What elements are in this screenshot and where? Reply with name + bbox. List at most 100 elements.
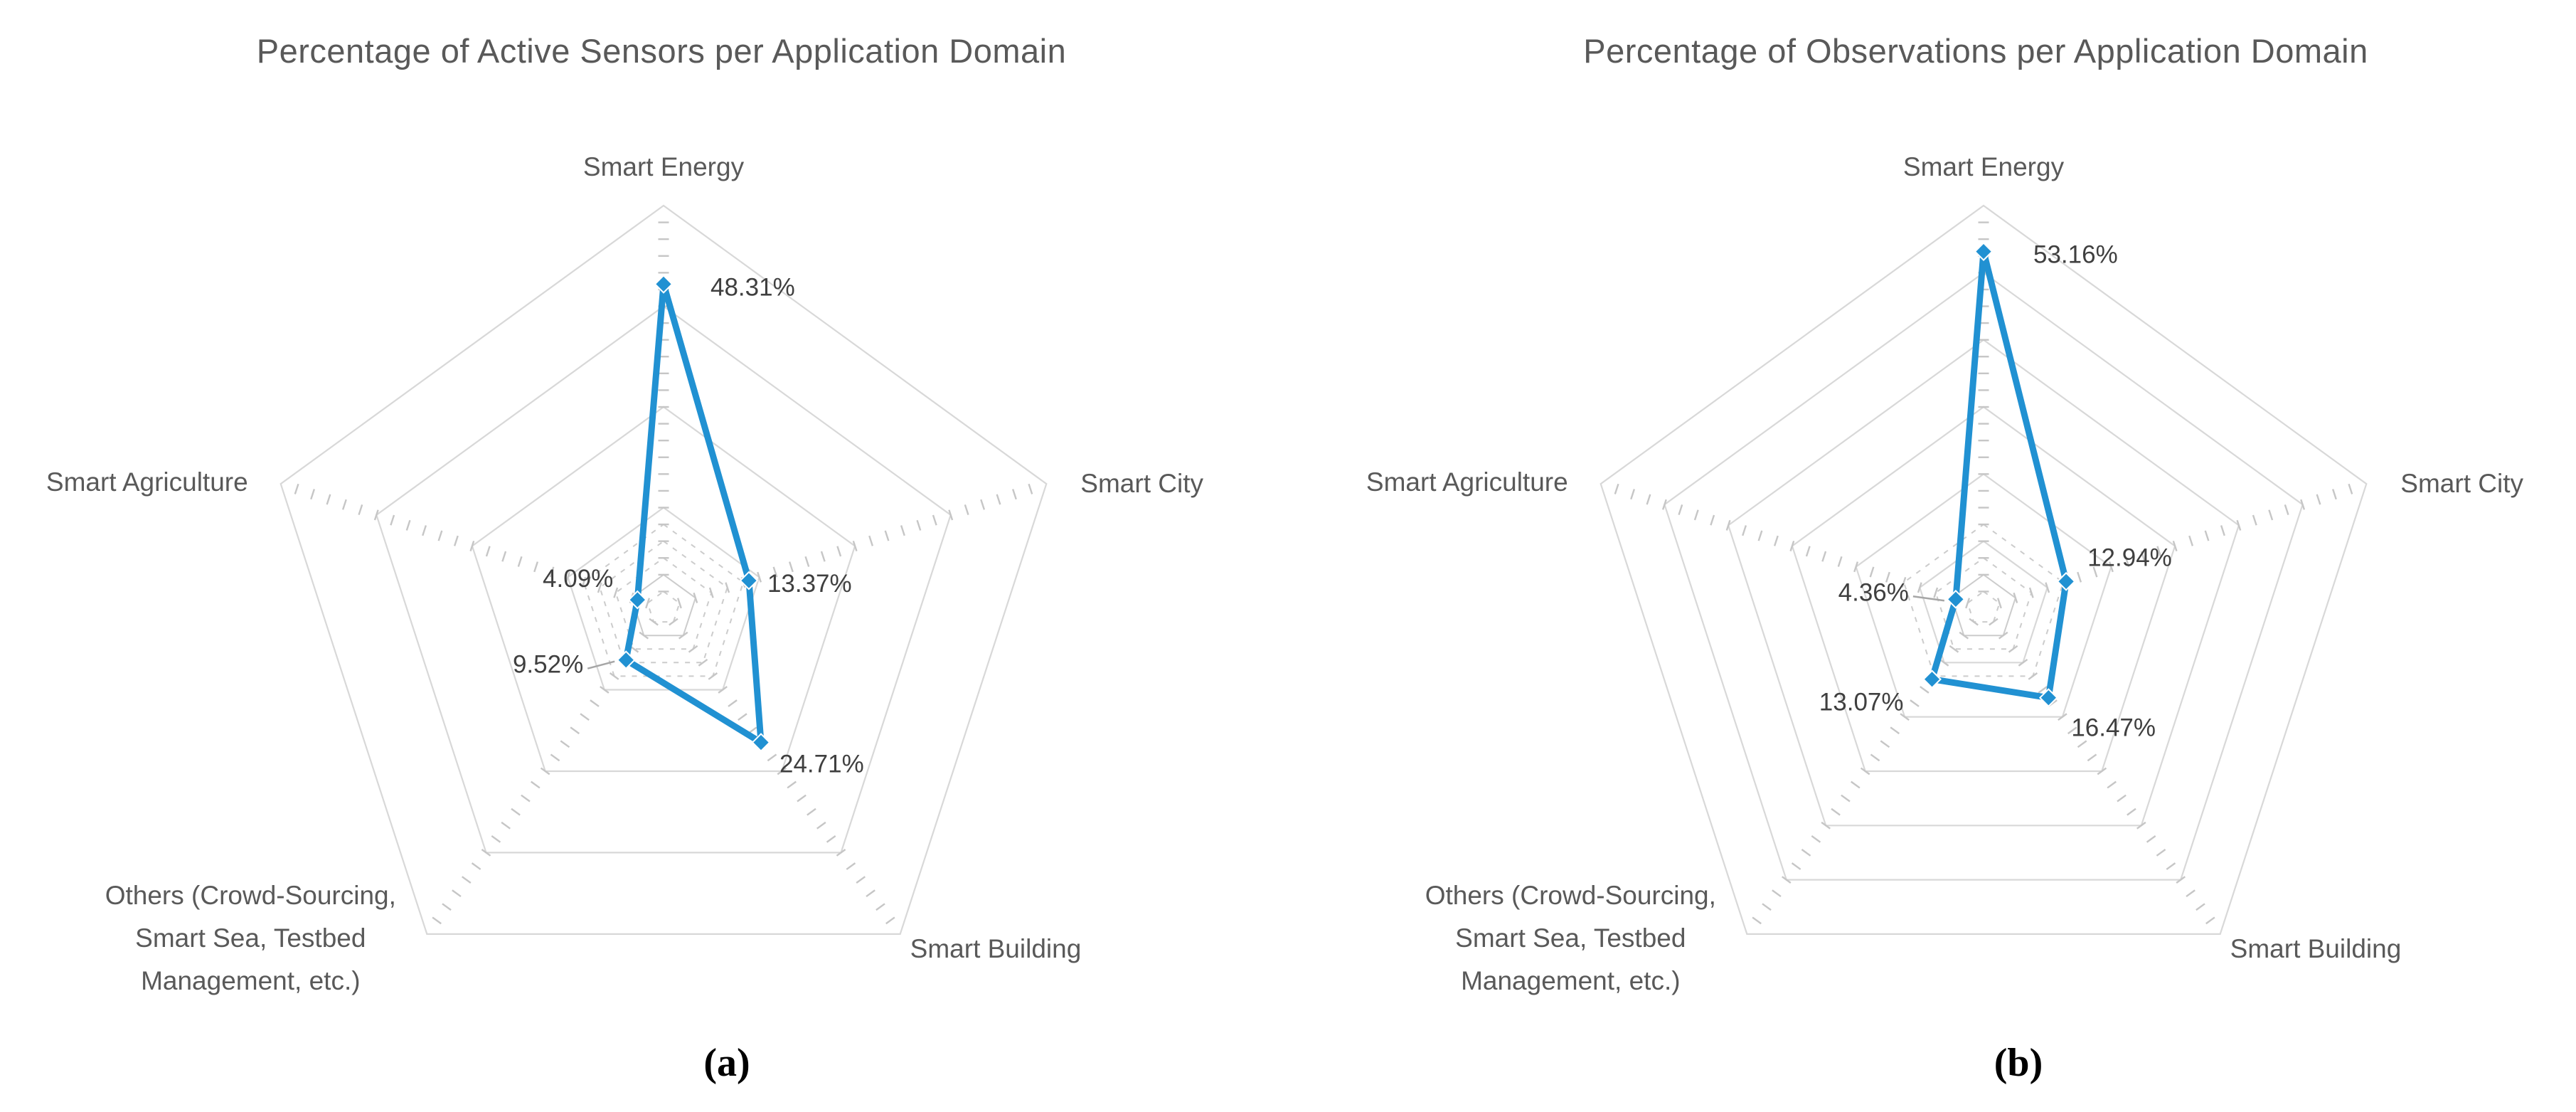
axis-tick xyxy=(570,726,580,735)
axis-tick xyxy=(788,561,794,573)
axis-tick xyxy=(501,821,511,830)
axis-tick-marks xyxy=(1614,221,2353,925)
grid-major-ring xyxy=(471,406,856,773)
axis-tick xyxy=(1860,767,1870,775)
axis-tick xyxy=(2097,767,2107,775)
axis-tick xyxy=(2108,561,2114,573)
axis-tick xyxy=(868,535,874,546)
axis-tick xyxy=(437,530,443,541)
axis-tick xyxy=(1880,740,1890,748)
value-label: 4.09% xyxy=(543,565,613,593)
axis-tick xyxy=(1853,561,1859,573)
axis-tick xyxy=(565,571,570,583)
axis-tick xyxy=(442,903,452,911)
axis-tick xyxy=(1959,631,1969,640)
axis-tick xyxy=(2008,645,2018,653)
axis-tick xyxy=(2220,525,2225,536)
series-line-active-sensors xyxy=(622,280,765,746)
axis-tick xyxy=(2038,686,2048,694)
axis-label-smart-energy: Smart Energy xyxy=(583,152,745,181)
axis-tick xyxy=(1989,618,1998,626)
axis-label-others: Smart Sea, Testbed xyxy=(1455,923,1686,953)
grid-minor-ring xyxy=(614,557,713,650)
axis-tick xyxy=(738,713,747,721)
axis-tick xyxy=(600,686,610,694)
axis-tick xyxy=(1757,530,1763,541)
axis-tick xyxy=(645,598,651,609)
axis-tick xyxy=(422,525,427,536)
value-label: 9.52% xyxy=(513,651,583,679)
grid-major-ring xyxy=(1727,339,2240,827)
axis-tick xyxy=(718,686,728,694)
axis-tick xyxy=(1821,821,1831,830)
axis-tick xyxy=(1901,577,1907,588)
axis-tick xyxy=(501,551,507,562)
axis-tick xyxy=(1011,489,1017,500)
grid-minor-rings xyxy=(1902,523,2065,677)
axis-tick xyxy=(2013,592,2018,603)
value-label: 4.36% xyxy=(1838,578,1909,606)
axis-tick xyxy=(767,753,777,762)
axis-tick xyxy=(1837,556,1843,567)
grid-minor-rings xyxy=(582,523,745,677)
axis-tick xyxy=(1821,551,1827,562)
axis-tick xyxy=(1870,753,1880,762)
axis-tick xyxy=(1630,489,1636,500)
axis-tick xyxy=(757,571,762,583)
axis-tick xyxy=(2284,504,2289,516)
axis-tick xyxy=(916,519,922,531)
axis-tick xyxy=(885,916,895,925)
axis-tick xyxy=(2028,672,2038,680)
axis-tick xyxy=(804,556,810,567)
axis-tick xyxy=(1791,862,1801,870)
axis-tick xyxy=(856,876,866,884)
axis-tick-marks xyxy=(294,221,1033,925)
axis-tick xyxy=(2166,862,2176,870)
axis-tick xyxy=(1725,519,1731,531)
axis-tick xyxy=(1900,713,1910,721)
axis-tick xyxy=(2348,483,2353,494)
value-label: 48.31% xyxy=(710,273,795,301)
value-label: 13.07% xyxy=(1819,689,1904,716)
axis-tick xyxy=(2204,530,2210,541)
data-point-marker xyxy=(739,571,759,591)
axis-tick xyxy=(613,587,619,598)
axis-tick xyxy=(1920,686,1930,694)
axis-tick xyxy=(580,713,590,721)
axis-tick xyxy=(2092,566,2098,578)
subfigure-caption-a: (a) xyxy=(703,1041,750,1085)
axis-tick xyxy=(1869,566,1875,578)
axis-tick xyxy=(1965,598,1971,609)
chart-b-title: Percentage of Observations per Applicati… xyxy=(1583,32,2368,70)
axis-tick xyxy=(432,916,442,925)
data-point-marker xyxy=(654,274,674,294)
axis-tick xyxy=(326,494,331,505)
axis-tick xyxy=(1773,535,1779,546)
axis-tick xyxy=(609,672,619,680)
data-point-marker xyxy=(2038,688,2058,708)
axis-tick xyxy=(2316,494,2321,505)
axis-tick xyxy=(816,821,826,830)
axis-tick xyxy=(2172,541,2178,552)
axis-tick xyxy=(2127,807,2136,816)
grid-minor-ring xyxy=(599,540,728,664)
axis-tick xyxy=(1996,598,2002,609)
axis-tick xyxy=(491,835,501,843)
axis-tick xyxy=(2077,740,2087,748)
axis-tick xyxy=(2077,571,2082,583)
axis-tick xyxy=(1752,916,1762,925)
axis-tick xyxy=(405,519,411,531)
axis-tick xyxy=(1885,571,1890,583)
value-label-leader xyxy=(587,660,615,669)
axis-tick xyxy=(688,645,698,653)
data-point-marker xyxy=(1974,242,1994,261)
axis-tick xyxy=(932,514,937,526)
axis-tick xyxy=(1781,876,1792,884)
axis-tick xyxy=(846,862,856,870)
axis-tick xyxy=(1933,587,1939,598)
axis-tick xyxy=(996,494,1001,505)
grid-major-ring xyxy=(376,305,952,854)
grid-minor-ring xyxy=(646,591,681,623)
axis-tick xyxy=(2045,582,2050,593)
